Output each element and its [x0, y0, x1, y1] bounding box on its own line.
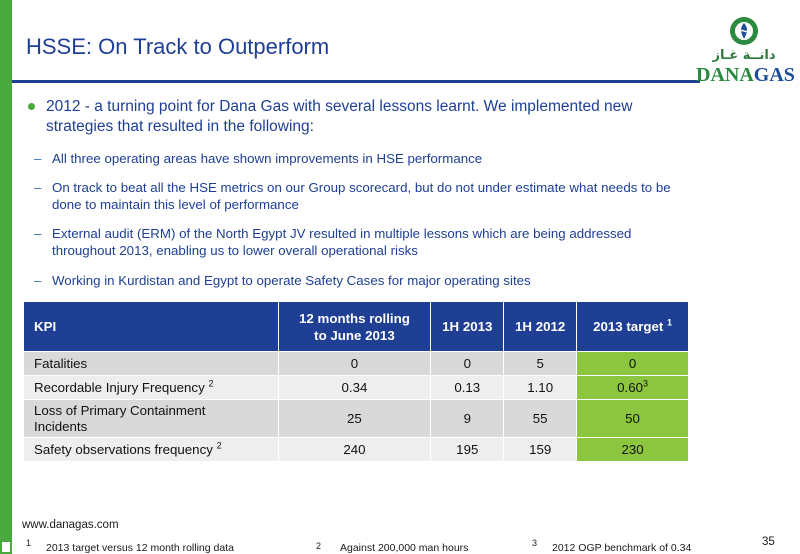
- title-underline: [12, 80, 700, 83]
- cell-kpi-sup: 2: [216, 440, 222, 451]
- cell-rolling: 0: [277, 351, 432, 376]
- table-row: Recordable Injury Frequency 2 0.34 0.13 …: [23, 375, 689, 400]
- header-target: 2013 target 1: [576, 301, 689, 352]
- main-bullet: 2012 - a turning point for Dana Gas with…: [28, 97, 688, 137]
- left-accent-bar: [0, 0, 12, 554]
- logo-wordmark: DANAGAS: [696, 64, 795, 87]
- header-rolling: 12 months rolling to June 2013: [277, 301, 432, 352]
- sub-bullet-text: All three operating areas have shown imp…: [52, 151, 483, 166]
- header-rolling-line1: 12 months rolling: [299, 310, 410, 326]
- logo-word-dana: DANA: [696, 64, 754, 86]
- kpi-table: KPI 12 months rolling to June 2013 1H 201…: [23, 301, 689, 462]
- sub-bullet-text: Working in Kurdistan and Egypt to operat…: [52, 273, 531, 288]
- cell-1h-2012: 55: [503, 399, 578, 438]
- sub-bullet-text: External audit (ERM) of the North Egypt …: [52, 226, 632, 258]
- cell-kpi-text: Safety observations frequency: [34, 442, 213, 457]
- header-1h-2012: 1H 2012: [503, 301, 578, 352]
- cell-kpi: Fatalities: [23, 351, 279, 376]
- slide-title: HSSE: On Track to Outperform: [26, 34, 330, 59]
- header-target-label: 2013 target: [593, 319, 664, 334]
- cell-kpi: Loss of Primary Containment Incidents: [23, 399, 279, 438]
- cell-target-sup: 3: [643, 378, 649, 389]
- main-bullet-text: 2012 - a turning point for Dana Gas with…: [46, 98, 633, 135]
- table-row: Loss of Primary Containment Incidents 25 …: [23, 399, 689, 438]
- cell-1h-2012: 1.10: [503, 375, 578, 400]
- dash-icon: –: [34, 226, 42, 241]
- cell-kpi-sup: 2: [208, 378, 214, 389]
- cell-kpi: Recordable Injury Frequency 2: [23, 375, 279, 400]
- page-number: 35: [762, 536, 775, 548]
- footnote-text: 2013 target versus 12 month rolling data: [46, 542, 234, 554]
- header-target-sup: 1: [667, 317, 673, 328]
- footnote-mark: 1: [26, 538, 32, 548]
- table-header-row: KPI 12 months rolling to June 2013 1H 201…: [23, 301, 689, 352]
- logo-drop-icon: [730, 17, 758, 45]
- cell-target: 0: [576, 351, 689, 376]
- cell-kpi: Safety observations frequency 2: [23, 437, 279, 462]
- cell-target: 230: [576, 437, 689, 462]
- logo-word-gas: GAS: [753, 64, 795, 86]
- sub-bullet: – External audit (ERM) of the North Egyp…: [34, 225, 694, 259]
- dash-icon: –: [34, 151, 42, 166]
- dash-icon: –: [34, 180, 42, 195]
- header-1h-2013: 1H 2013: [430, 301, 505, 352]
- bullet-dot-icon: [28, 103, 35, 110]
- cell-1h-2013: 195: [430, 437, 505, 462]
- dana-gas-logo: دانــة غـاز DANAGAS: [696, 16, 795, 90]
- table-row: Fatalities 0 0 5 0: [23, 351, 689, 376]
- cell-1h-2012: 159: [503, 437, 578, 462]
- cell-target-text: 0.60: [617, 380, 643, 395]
- left-bar-corner: [0, 540, 12, 554]
- cell-1h-2013: 0: [430, 351, 505, 376]
- header-rolling-line2: to June 2013: [314, 327, 395, 343]
- cell-1h-2012: 5: [503, 351, 578, 376]
- cell-rolling: 25: [277, 399, 432, 438]
- cell-kpi-line1: Loss of Primary Containment: [34, 402, 206, 418]
- footnote-mark: 2: [316, 541, 322, 551]
- sub-bullet: – Working in Kurdistan and Egypt to oper…: [34, 272, 694, 289]
- cell-target: 0.603: [576, 375, 689, 400]
- footnote-text: Against 200,000 man hours: [340, 542, 469, 554]
- table-row: Safety observations frequency 2 240 195 …: [23, 437, 689, 462]
- dash-icon: –: [34, 273, 42, 288]
- cell-target: 50: [576, 399, 689, 438]
- header-kpi: KPI: [23, 301, 279, 352]
- website-link[interactable]: www.danagas.com: [22, 519, 119, 531]
- logo-arabic-text: دانــة غـاز: [712, 48, 776, 63]
- footnote-mark: 3: [532, 538, 538, 548]
- cell-1h-2013: 0.13: [430, 375, 505, 400]
- sub-bullet: – All three operating areas have shown i…: [34, 150, 694, 167]
- footnote-text: 2012 OGP benchmark of 0.34: [552, 542, 692, 554]
- sub-bullet-text: On track to beat all the HSE metrics on …: [52, 180, 671, 212]
- cell-1h-2013: 9: [430, 399, 505, 438]
- cell-rolling: 240: [277, 437, 432, 462]
- cell-kpi-line2: Incidents: [34, 418, 88, 434]
- sub-bullet: – On track to beat all the HSE metrics o…: [34, 179, 694, 213]
- cell-kpi-text: Recordable Injury Frequency: [34, 380, 205, 395]
- cell-rolling: 0.34: [277, 375, 432, 400]
